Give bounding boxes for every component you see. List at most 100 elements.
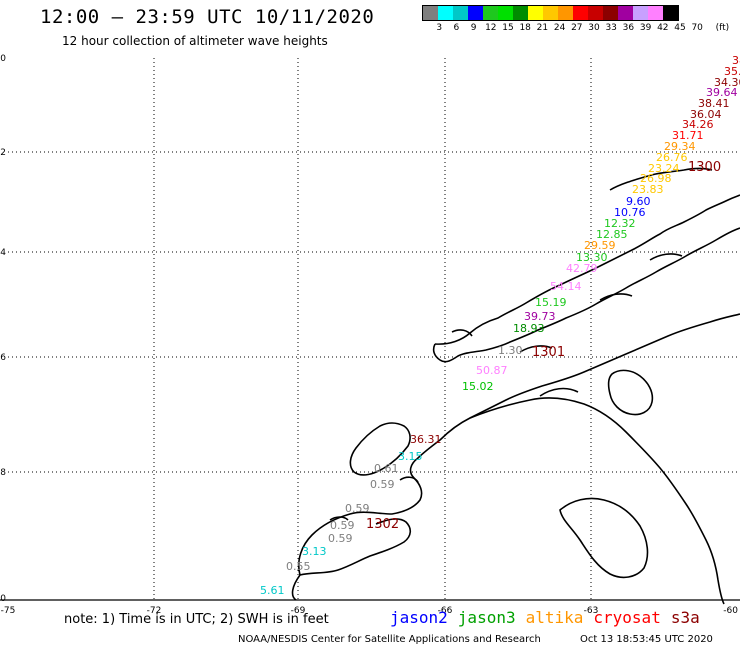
peninsula-west-coast (432, 227, 740, 363)
scale-swatch (603, 6, 618, 20)
scale-tick-label: 24 (553, 23, 566, 33)
south-coast (291, 518, 412, 601)
scale-tick-label: 12 (485, 23, 497, 33)
antarctic-peninsula-coast (434, 194, 740, 345)
south-shetland-islands (609, 167, 713, 191)
satellite-legend-item: altika (525, 608, 584, 627)
wave-height-color-scale: 3 6 9 12 15 18 21 24 27 30 33 36 39 42 45 70 (ft) (422, 5, 729, 33)
ice-shelf-outline (607, 369, 654, 416)
wave-height-label: 15.02 (462, 380, 494, 393)
wave-height-label: 12.32 (604, 217, 636, 230)
wave-height-label: 5.61 (260, 584, 285, 597)
scale-swatch (663, 6, 678, 20)
scale-swatch (633, 6, 648, 20)
map-graticule (0, 58, 740, 601)
map-title: 12:00 – 23:59 UTC 10/11/2020 (40, 6, 375, 28)
wave-height-label: 54.14 (550, 280, 582, 293)
latitude-tick-label: -64 (0, 248, 6, 258)
wave-height-label: 18.93 (513, 322, 545, 335)
wave-height-label: 15.19 (535, 296, 567, 309)
scale-swatch (468, 6, 483, 20)
satellite-legend-item: cryosat (593, 608, 661, 627)
latitude-tick-label: -66 (0, 353, 6, 363)
scale-tick-label: 3 (436, 23, 443, 33)
latitude-tick-label: -62 (0, 148, 6, 158)
scale-tick-label: 18 (519, 23, 531, 33)
latitude-tick-label: -68 (0, 468, 6, 478)
wave-height-label: 26.98 (640, 172, 672, 185)
scale-swatch (648, 6, 663, 20)
wave-height-label: 50.87 (476, 364, 508, 377)
wave-height-label: 31.71 (672, 129, 704, 142)
wave-height-label: 26.76 (656, 151, 688, 164)
wave-height-label: 10.76 (614, 206, 646, 219)
scale-swatch (618, 6, 633, 20)
scale-tick-label: 36 (622, 23, 635, 33)
longitude-tick-label: -69 (291, 606, 306, 616)
pass-time-label: 1302 (366, 517, 399, 532)
coastal-islands-west (329, 329, 473, 521)
scale-swatch (573, 6, 588, 20)
coastline (291, 167, 740, 605)
wave-height-label: 34.26 (682, 118, 714, 131)
longitude-tick-label: -66 (438, 606, 453, 616)
scale-swatch (513, 6, 528, 20)
footer-note: note: 1) Time is in UTC; 2) SWH is in fe… (64, 612, 329, 627)
generation-timestamp: Oct 13 18:53:45 UTC 2020 (580, 634, 713, 645)
inland-ridge (469, 397, 725, 605)
scale-swatch (423, 6, 438, 20)
credit-line: NOAA/NESDIS Center for Satellite Applica… (238, 634, 541, 645)
wave-height-label: 36.31 (410, 433, 442, 446)
scale-tick-label: 42 (657, 23, 669, 33)
scale-swatch (543, 6, 558, 20)
scale-tick-label: 9 (470, 23, 477, 33)
scale-swatch (558, 6, 573, 20)
satellite-legend-item: s3a (670, 608, 700, 627)
latitude-tick-label: -60 (0, 54, 6, 64)
scale-swatch (588, 6, 603, 20)
wave-height-label: 1.30 (498, 344, 523, 357)
wave-height-label: 23.83 (632, 183, 664, 196)
wave-height-label: 0.59 (370, 478, 395, 491)
axis-labels: -60 -62 -64 -66 -68 -70 -75 -72 -69 -66 -63 -60 (0, 54, 738, 616)
wave-height-label: 0.55 (286, 560, 311, 573)
wave-height-label: 23.24 (648, 162, 680, 175)
wave-height-label: 39.73 (524, 310, 556, 323)
wave-height-label: 42.79 (566, 262, 598, 275)
satellite-legend: jason2 jason3 altika cryosat s3a (390, 608, 700, 627)
scale-swatch (498, 6, 513, 20)
scale-tick-label: 27 (571, 23, 583, 33)
scale-swatch (438, 6, 453, 20)
wave-height-label: 13.30 (576, 251, 608, 264)
lower-mainland-coast (297, 313, 740, 576)
longitude-tick-label: -75 (1, 606, 16, 616)
scale-unit-label: (ft) (715, 23, 730, 33)
color-scale-swatches (422, 5, 679, 21)
wave-height-label: 0.59 (345, 502, 370, 515)
wave-height-label: 3.13 (302, 545, 327, 558)
longitude-tick-label: -60 (723, 606, 738, 616)
scale-swatch (483, 6, 498, 20)
scale-tick-label: 21 (536, 23, 549, 33)
scale-tick-label: 15 (502, 23, 514, 33)
scale-tick-label: 70 (691, 23, 703, 33)
map-subtitle: 12 hour collection of altimeter wave hei… (62, 34, 328, 48)
scale-swatch (453, 6, 468, 20)
pass-time-label: 1300 (688, 160, 721, 175)
scale-tick-label: 45 (674, 23, 686, 33)
satellite-legend-item: jason2 (390, 608, 448, 627)
wave-height-label: 0.59 (330, 519, 355, 532)
wave-height-label: 38 (732, 54, 740, 67)
scale-tick-label: 30 (588, 23, 600, 33)
scale-swatch (528, 6, 543, 20)
wave-height-label: 0.59 (328, 532, 353, 545)
color-scale-labels: 3 6 9 12 15 18 21 24 27 30 33 36 39 42 45 70 (ft) (422, 21, 729, 33)
wave-height-label: 36.04 (690, 108, 722, 121)
wave-height-label: 12.85 (596, 228, 628, 241)
scale-tick-label: 39 (639, 23, 652, 33)
wave-height-label: 0.61 (374, 462, 399, 475)
wave-height-label: 29.34 (664, 140, 696, 153)
wave-height-label: 39.64 (706, 86, 738, 99)
longitude-tick-label: -72 (147, 606, 162, 616)
